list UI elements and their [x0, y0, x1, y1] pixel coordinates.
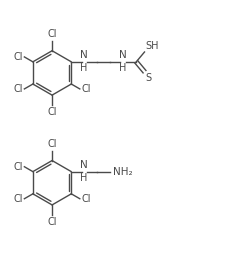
Text: SH: SH — [146, 41, 159, 51]
Text: Cl: Cl — [82, 84, 91, 94]
Text: Cl: Cl — [13, 84, 23, 94]
Text: Cl: Cl — [13, 194, 23, 204]
Text: H: H — [80, 173, 88, 183]
Text: NH₂: NH₂ — [113, 167, 132, 177]
Text: Cl: Cl — [47, 29, 57, 39]
Text: H: H — [80, 63, 88, 73]
Text: Cl: Cl — [13, 52, 23, 62]
Text: Cl: Cl — [82, 194, 91, 204]
Text: S: S — [146, 73, 152, 83]
Text: H: H — [119, 63, 126, 73]
Text: Cl: Cl — [47, 107, 57, 117]
Text: Cl: Cl — [47, 139, 57, 149]
Text: Cl: Cl — [47, 217, 57, 227]
Text: N: N — [119, 50, 127, 60]
Text: N: N — [80, 50, 88, 60]
Text: N: N — [80, 160, 88, 170]
Text: Cl: Cl — [13, 162, 23, 172]
